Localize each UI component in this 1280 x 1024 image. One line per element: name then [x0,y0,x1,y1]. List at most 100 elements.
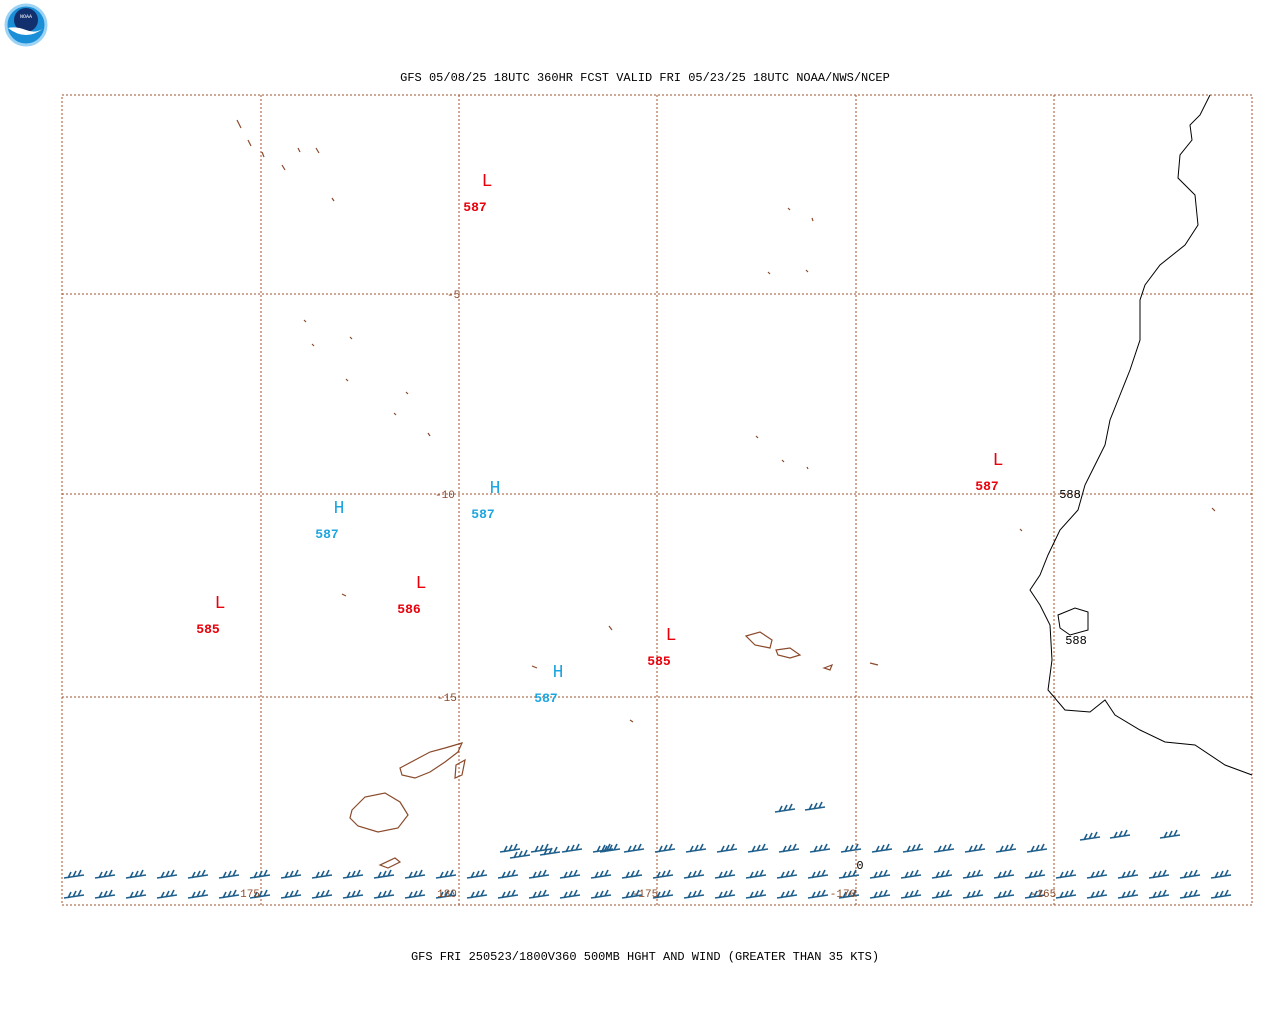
pressure-center-value: 585 [196,622,220,637]
contour-label: 0 [856,859,863,873]
wind-barb [187,889,209,899]
wind-barb [218,889,240,899]
wind-barb [342,869,364,879]
pressure-center-value: 587 [463,200,486,215]
wind-barb [745,889,767,899]
latitude-label: -15 [437,693,457,705]
wind-barb [840,843,862,853]
logo: NOAA [4,3,48,47]
wind-barb [404,889,426,899]
wind-barb [902,843,924,853]
wind-barb [931,889,953,899]
map-caption: GFS FRI 250523/1800V360 500MB HGHT AND W… [411,950,879,964]
wind-barb [497,869,519,879]
wind-barb [745,869,767,879]
wind-barb [871,843,893,853]
wind-barb [404,869,426,879]
wind-barb [1210,869,1232,879]
wind-barbs [63,801,1232,899]
wind-barb [530,843,552,853]
wind-barb [1024,889,1046,899]
wind-barb [539,846,561,856]
wind-barb [869,889,891,899]
pressure-center-symbol: L [482,172,493,192]
latitude-label: -10 [435,490,455,502]
wind-barb [747,843,769,853]
pressure-center-value: 586 [397,602,421,617]
wind-barb [900,889,922,899]
wind-barb [311,889,333,899]
wind-barb [1148,869,1170,879]
wind-barb [1109,829,1131,839]
wind-barb [1024,869,1046,879]
wind-barb [435,889,457,899]
wind-barb [156,869,178,879]
wind-barb [683,889,705,899]
map-labels: -5 -10 -15 175 180 -175 -170 -165 L 587 L 587 H 587 H 5… [196,172,1087,901]
wind-barb [1117,889,1139,899]
wind-barb [621,889,643,899]
longitude-label: -165 [1030,889,1056,901]
wind-barb [94,869,116,879]
wind-barb [497,889,519,899]
latitude-label: -5 [447,290,460,302]
wind-barb [1055,889,1077,899]
wind-barb [964,843,986,853]
wind-barb [995,843,1017,853]
wind-barb [94,889,116,899]
wind-barb [1055,869,1077,879]
pressure-center-value: 587 [534,691,557,706]
wind-barb [590,889,612,899]
wind-barb [1210,889,1232,899]
longitude-label: -175 [632,889,658,901]
coastlines [236,119,1216,869]
wind-barb [652,869,674,879]
wind-barb [599,843,621,853]
wind-barb [993,889,1015,899]
wind-barb [311,869,333,879]
wind-barb [652,889,674,899]
pressure-center-symbol: H [490,479,501,499]
wind-barb [1086,869,1108,879]
wind-barb [993,869,1015,879]
wind-barb [804,801,826,811]
wind-barb [561,843,583,853]
pressure-center-value: 587 [315,527,338,542]
wind-barb [249,889,271,899]
wind-barb [838,889,860,899]
wind-barb [931,869,953,879]
pressure-center-value: 585 [647,654,671,669]
wind-barb [809,843,831,853]
wind-barb [685,843,707,853]
wind-barb [807,889,829,899]
wind-barb [218,869,240,879]
wind-barb [373,869,395,879]
wind-barb [63,869,85,879]
pressure-center-value: 587 [975,479,998,494]
wind-barb [1086,889,1108,899]
wind-barb [621,869,643,879]
wind-barb [716,843,738,853]
wind-barb [714,889,736,899]
graticule [61,94,1253,906]
map-title: GFS 05/08/25 18UTC 360HR FCST VALID FRI … [400,71,890,85]
wind-barb [933,843,955,853]
wind-barb [900,869,922,879]
wind-barb [590,869,612,879]
wind-barb [1159,829,1181,839]
pressure-center-symbol: L [993,451,1004,471]
wind-barb [654,843,676,853]
pressure-center-symbol: H [553,663,564,683]
logo-label: NOAA [20,14,32,20]
wind-barb [683,869,705,879]
wind-barb [466,869,488,879]
wind-barb [280,869,302,879]
pressure-center-symbol: L [666,626,677,646]
contour-label: 588 [1059,488,1081,502]
wind-barb [1026,843,1048,853]
wind-barb [776,889,798,899]
wind-barb [778,843,800,853]
wind-barb [623,843,645,853]
wind-barb [499,843,521,853]
